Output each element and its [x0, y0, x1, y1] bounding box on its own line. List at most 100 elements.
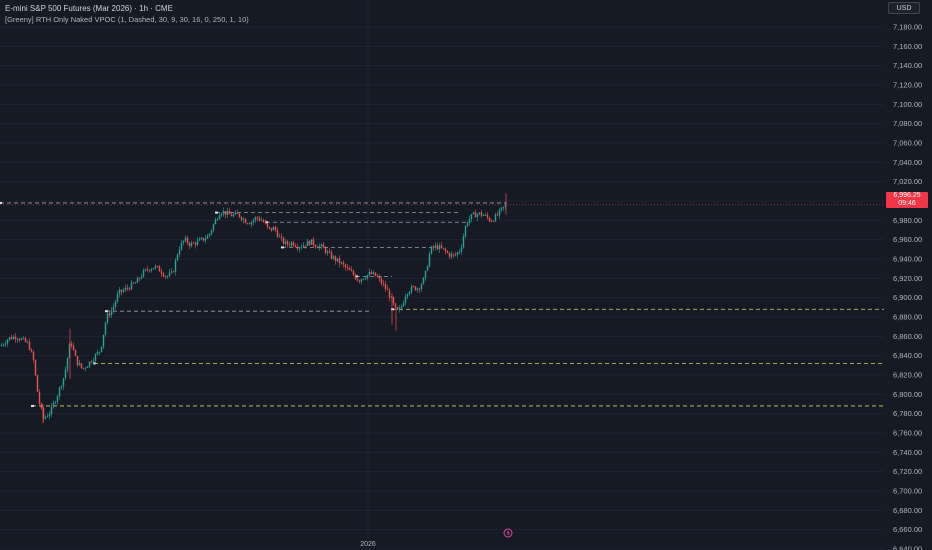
candle-body: [332, 256, 335, 259]
vpoc-start-marker: [31, 404, 34, 407]
candle-body: [120, 289, 123, 292]
candle-body: [40, 403, 43, 409]
candle-body: [352, 271, 355, 275]
candle-body: [128, 288, 131, 290]
candle-body: [298, 247, 301, 249]
symbol-title[interactable]: E-mini S&P 500 Futures (Mar 2026) · 1h ·…: [5, 4, 173, 13]
candle-body: [460, 247, 463, 252]
candle-body: [452, 253, 455, 255]
candle-body: [132, 282, 135, 284]
candle-body: [218, 215, 221, 220]
candle-body: [222, 211, 225, 214]
candle-body: [456, 252, 459, 255]
candle-body: [144, 269, 147, 271]
candle-body: [134, 282, 137, 284]
vpoc-lines: [0, 201, 884, 407]
candle-body: [488, 217, 491, 222]
candle-body: [300, 246, 303, 248]
candle-body: [116, 293, 119, 302]
y-tick-label: 7,040.00: [893, 158, 922, 167]
candle-body: [170, 271, 173, 273]
candle-body: [60, 386, 63, 388]
candle-body: [84, 367, 87, 369]
y-tick-label: 7,100.00: [893, 100, 922, 109]
candle-body: [304, 245, 307, 247]
candle-body: [162, 273, 165, 277]
candle-body: [248, 223, 251, 225]
candle-body: [220, 213, 223, 216]
y-tick-label: 6,800.00: [893, 390, 922, 399]
y-tick-label: 6,900.00: [893, 293, 922, 302]
candle-body: [264, 221, 267, 224]
candle-body: [406, 294, 409, 297]
y-tick-label: 6,840.00: [893, 351, 922, 360]
candle-body: [196, 240, 199, 245]
candle-body: [426, 266, 429, 271]
indicator-legend[interactable]: [Greeny] RTH Only Naked VPOC (1, Dashed,…: [5, 15, 249, 24]
candle-body: [370, 272, 373, 274]
candle-body: [310, 239, 313, 245]
candle-body: [20, 338, 23, 341]
currency-button[interactable]: USD: [888, 2, 920, 14]
candle-body: [418, 288, 421, 290]
event-marker-icon: [503, 528, 513, 538]
y-tick-label: 7,140.00: [893, 61, 922, 70]
y-tick-label: 6,760.00: [893, 429, 922, 438]
candle-body: [394, 303, 397, 308]
candle-body: [80, 363, 83, 368]
candle-body: [360, 279, 363, 282]
candle-body: [14, 336, 17, 340]
candle-body: [398, 307, 401, 310]
candle-body: [24, 338, 27, 342]
y-tick-label: 6,680.00: [893, 506, 922, 515]
candle-body: [494, 214, 497, 222]
y-tick-label: 7,060.00: [893, 139, 922, 148]
y-tick-label: 6,820.00: [893, 371, 922, 380]
candle-body: [64, 369, 67, 379]
candle-body: [314, 245, 317, 248]
candle-body: [368, 272, 371, 275]
y-tick-label: 6,920.00: [893, 274, 922, 283]
candle-body: [176, 254, 179, 261]
candle-body: [140, 276, 143, 279]
candle-body: [428, 253, 431, 267]
candle-body: [250, 221, 253, 225]
candle-body: [122, 290, 125, 292]
candle-body: [224, 211, 227, 216]
candle-body: [270, 228, 273, 231]
candle-body: [266, 223, 269, 228]
candle-body: [192, 242, 195, 244]
candle-body: [346, 267, 349, 269]
last-price-value: 6,996.25: [893, 192, 921, 199]
candle-body: [92, 360, 95, 363]
candle-body: [334, 256, 337, 262]
candle-body: [432, 246, 435, 248]
candle-body: [48, 414, 51, 417]
candle-body: [0, 345, 3, 346]
candle-body: [322, 244, 325, 248]
candle-body: [340, 262, 343, 264]
candle-body: [208, 233, 211, 236]
candle-body: [476, 214, 479, 218]
candle-body: [200, 237, 203, 240]
candle-body: [240, 216, 243, 221]
candle-body: [342, 262, 345, 265]
candle-body: [168, 272, 171, 276]
candle-body: [350, 270, 353, 272]
candle-body: [290, 242, 293, 246]
candle-body: [186, 237, 189, 244]
candle-body: [146, 269, 149, 270]
chart-grid: [0, 0, 884, 550]
candle-body: [164, 276, 167, 278]
candle-body: [212, 224, 215, 231]
candle-body: [254, 217, 257, 221]
candle-body: [72, 345, 75, 350]
candle-body: [90, 361, 93, 363]
candle-body: [466, 223, 469, 227]
candle-body: [272, 227, 275, 231]
candle-body: [242, 219, 245, 221]
candle-body: [504, 204, 507, 207]
candle-body: [388, 290, 391, 298]
candle-body: [198, 239, 201, 241]
